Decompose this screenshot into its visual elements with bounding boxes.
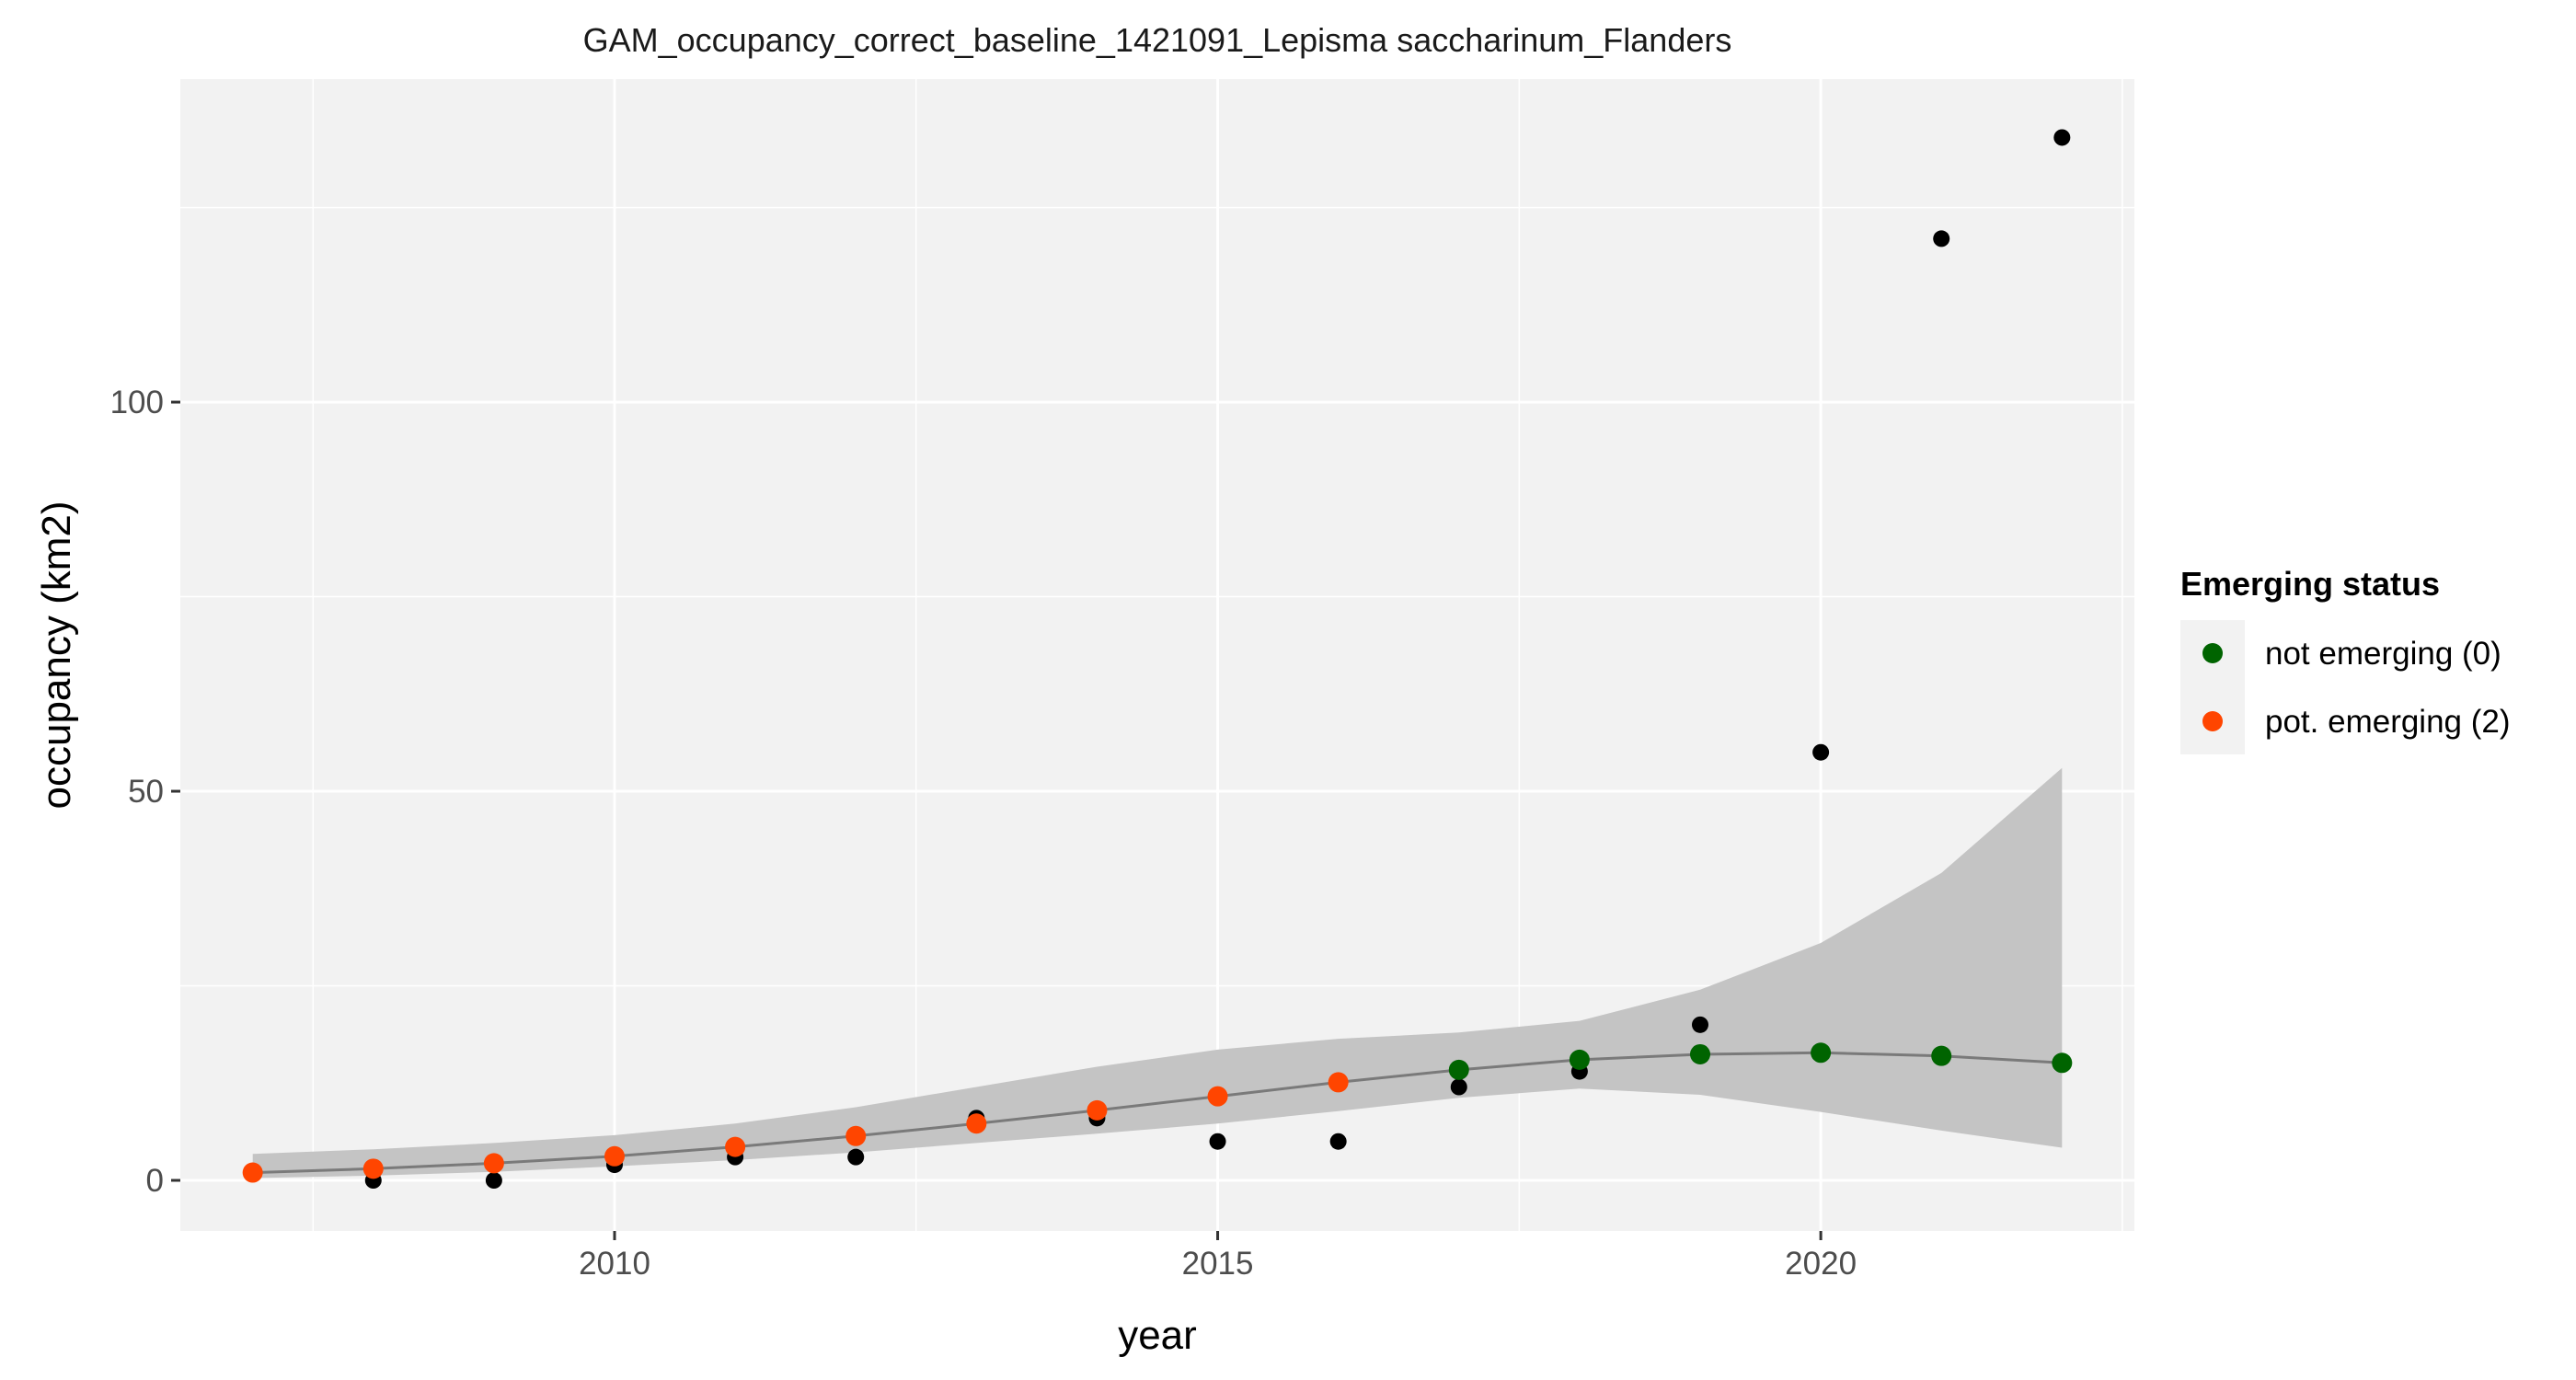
y-tick-label: 100 (110, 385, 164, 420)
fitted-line-layer (252, 1051, 2063, 1175)
observed-point (1933, 230, 1950, 247)
x-tick-label: 2020 (1785, 1246, 1857, 1282)
observed-point (1209, 1133, 1226, 1150)
confidence-band (252, 767, 2063, 1179)
status-point-not-emerging (1931, 1045, 1952, 1066)
legend-key-not-emerging (2202, 643, 2223, 663)
status-point-pot-emerging (1328, 1072, 1349, 1093)
status-point-pot-emerging (604, 1145, 625, 1167)
legend-label-not-emerging: not emerging (0) (2265, 636, 2501, 672)
legend-title: Emerging status (2180, 565, 2440, 603)
status-point-not-emerging (1569, 1049, 1590, 1070)
status-point-pot-emerging (725, 1136, 746, 1157)
status-points-layer (242, 1042, 2073, 1183)
x-axis-title: year (1118, 1313, 1197, 1358)
status-point-not-emerging (1811, 1042, 1832, 1064)
grid-minor (180, 79, 2134, 1231)
status-point-pot-emerging (1087, 1099, 1108, 1121)
status-point-pot-emerging (483, 1153, 504, 1174)
legend-key-background (2180, 620, 2245, 754)
legend-key-pot-emerging (2202, 711, 2223, 731)
status-point-not-emerging (1448, 1059, 1469, 1080)
y-axis-title: occupancy (km2) (34, 500, 79, 809)
observed-point (485, 1172, 502, 1190)
x-axis: 2010 2015 2020 (579, 1231, 1857, 1282)
y-tick-label: 0 (146, 1163, 164, 1199)
observed-point (1329, 1133, 1347, 1150)
chart-title: GAM_occupancy_correct_baseline_1421091_L… (583, 21, 1732, 59)
observed-point (1692, 1016, 1708, 1033)
x-tick-label: 2015 (1182, 1246, 1254, 1282)
observed-point (1450, 1078, 1467, 1096)
x-tick-label: 2010 (579, 1246, 650, 1282)
legend-label-pot-emerging: pot. emerging (2) (2265, 704, 2511, 740)
status-point-pot-emerging (966, 1113, 987, 1134)
fitted-line (252, 1051, 2063, 1175)
status-point-pot-emerging (1207, 1086, 1228, 1107)
status-point-pot-emerging (845, 1125, 867, 1146)
observed-point (2053, 129, 2071, 146)
observed-point (847, 1148, 865, 1166)
status-point-pot-emerging (362, 1158, 384, 1179)
y-tick-label: 50 (128, 774, 164, 810)
status-point-pot-emerging (242, 1162, 263, 1183)
status-point-not-emerging (1690, 1043, 1710, 1064)
y-axis: 0 50 100 (110, 385, 180, 1199)
observed-point (1812, 743, 1830, 761)
legend: Emerging status not emerging (0) pot. em… (2180, 565, 2511, 754)
status-point-not-emerging (2052, 1052, 2073, 1074)
confidence-band-layer (252, 767, 2063, 1179)
